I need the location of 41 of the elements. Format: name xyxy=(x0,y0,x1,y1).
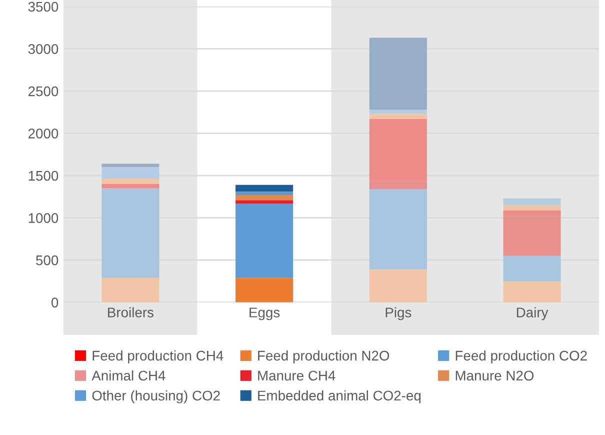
y-tick-label: 1000 xyxy=(28,213,58,223)
bar xyxy=(369,38,427,110)
x-tick-label: Pigs xyxy=(386,307,412,320)
bar xyxy=(102,167,160,179)
x-tick-label: Broilers xyxy=(108,307,154,318)
bar xyxy=(503,281,561,302)
bar xyxy=(236,192,294,195)
bar xyxy=(236,203,294,278)
bar xyxy=(102,184,160,188)
x-tick-label: Dairy xyxy=(516,307,548,320)
legend-label: Feed production N2O xyxy=(258,350,390,364)
bar xyxy=(102,178,160,184)
x-tick-label: Eggs xyxy=(250,308,280,320)
y-tick-label: 2500 xyxy=(28,86,58,96)
bar xyxy=(102,164,160,168)
bar xyxy=(369,110,427,114)
legend-label: Animal CH4 xyxy=(92,370,166,381)
legend-label: Manure CH4 xyxy=(258,370,336,381)
bar xyxy=(236,184,294,192)
y-tick-label: 3500 xyxy=(28,2,58,12)
bar xyxy=(369,189,427,270)
y-tick-label: 3000 xyxy=(28,44,58,54)
y-tick-label: 500 xyxy=(36,255,58,266)
legend-label: Feed production CH4 xyxy=(92,350,224,364)
bar xyxy=(369,114,427,119)
y-tick-label: 1500 xyxy=(28,170,58,181)
bar xyxy=(503,205,561,210)
bar xyxy=(102,278,160,302)
legend-label: Feed production CO2 xyxy=(456,350,587,364)
legend-label: Manure N2O xyxy=(456,370,534,381)
legend-label: Other (housing) CO2 xyxy=(92,390,220,404)
bar xyxy=(236,194,294,200)
bar xyxy=(503,256,561,282)
bar xyxy=(503,198,561,206)
y-tick-label: 0 xyxy=(51,298,58,308)
bar xyxy=(369,269,427,302)
legend-label: Embedded animal CO2-eq xyxy=(258,390,421,404)
bar xyxy=(102,188,160,278)
bar xyxy=(236,278,294,302)
y-tick-label: 2000 xyxy=(28,128,58,138)
bar xyxy=(236,200,294,204)
